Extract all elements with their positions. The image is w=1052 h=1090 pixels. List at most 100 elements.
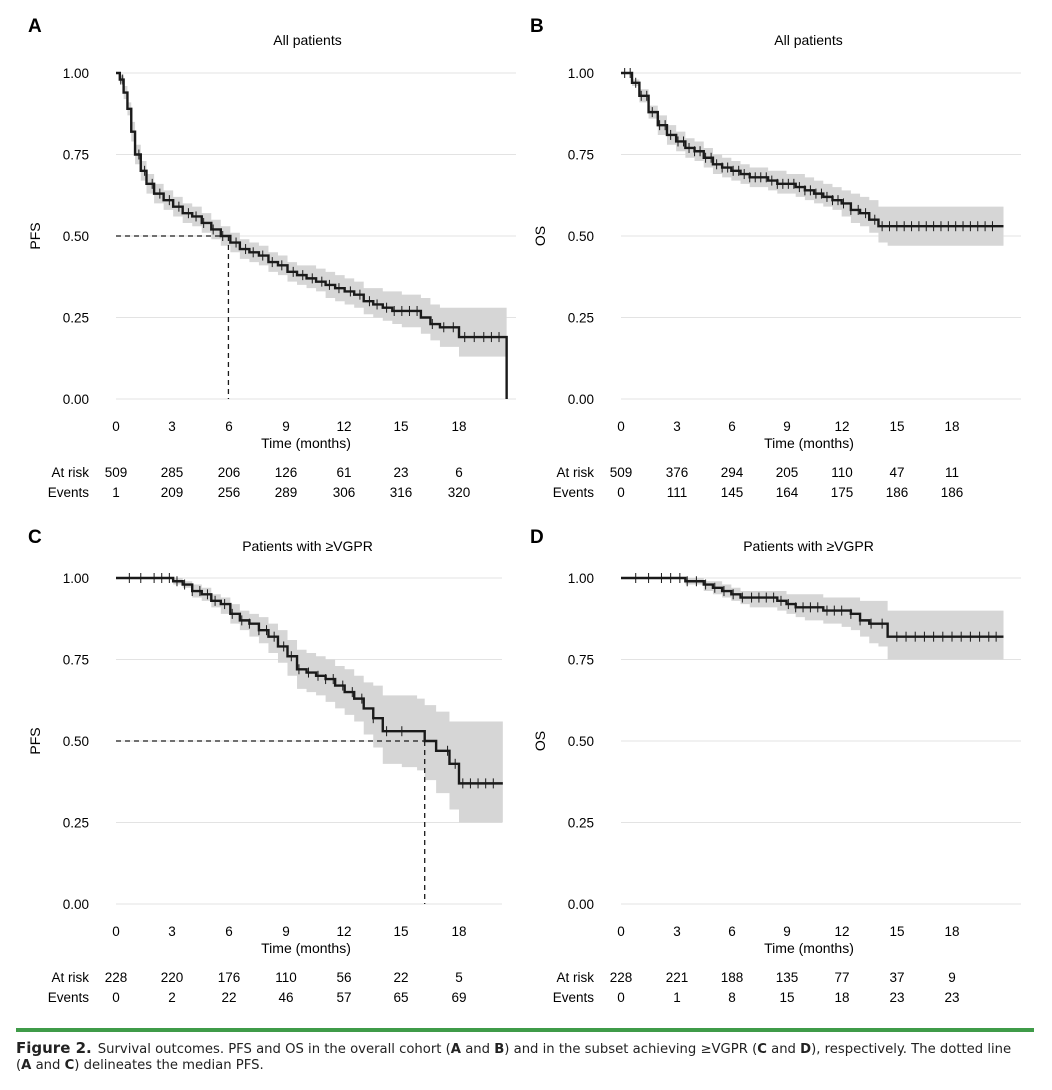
x-tick-label: 18 <box>944 419 959 434</box>
events-value: 2 <box>168 990 176 1005</box>
at-risk-value: 56 <box>336 970 351 985</box>
caption-text-5: ) delineates the median PFS. <box>74 1058 264 1073</box>
x-tick-label: 0 <box>617 924 625 939</box>
risk-table-label: At risk <box>51 465 89 480</box>
at-risk-value: 11 <box>945 465 959 480</box>
at-risk-value: 285 <box>161 465 184 480</box>
y-tick-label: 0.25 <box>568 816 594 831</box>
x-tick-label: 18 <box>451 924 466 939</box>
events-value: 57 <box>336 990 351 1005</box>
events-value: 1 <box>112 485 120 500</box>
caption-ref-a-2: A <box>21 1058 32 1073</box>
y-tick-label: 0.00 <box>568 897 594 912</box>
events-value: 320 <box>448 485 471 500</box>
panel-letter: A <box>28 16 42 37</box>
events-value: 145 <box>721 485 744 500</box>
caption-text-3: ), respectively. The dotted line <box>811 1042 1012 1057</box>
chart-title: All patients <box>774 32 842 48</box>
at-risk-value: 205 <box>776 465 799 480</box>
y-tick-label: 1.00 <box>63 66 89 81</box>
panel-b: B All patients 0.00 0.25 0.50 0.75 1.00 OS 0 3 6 9 1… <box>530 16 1021 500</box>
survival-curve <box>621 71 1004 228</box>
at-risk-value: 61 <box>336 465 351 480</box>
at-risk-value: 110 <box>275 970 297 985</box>
at-risk-value: 37 <box>889 970 904 985</box>
at-risk-value: 135 <box>776 970 799 985</box>
caption-ref-b: B <box>494 1042 505 1057</box>
x-tick-label: 12 <box>834 419 849 434</box>
x-tick-label: 15 <box>889 924 904 939</box>
x-tick-label: 9 <box>282 419 290 434</box>
confidence-band <box>621 73 1004 246</box>
at-risk-value: 509 <box>610 465 633 480</box>
x-tick-label: 15 <box>393 419 408 434</box>
at-risk-value: 509 <box>105 465 128 480</box>
y-tick-label: 0.75 <box>568 148 594 163</box>
y-tick-label: 0.50 <box>568 229 594 244</box>
y-tick-label: 0.50 <box>568 734 594 749</box>
at-risk-value: 228 <box>105 970 128 985</box>
y-tick-label: 0.00 <box>63 392 89 407</box>
x-tick-label: 9 <box>282 924 290 939</box>
x-tick-label: 3 <box>673 924 681 939</box>
y-axis-label: PFS <box>27 222 43 249</box>
survival-curve <box>116 576 503 785</box>
events-value: 186 <box>886 485 909 500</box>
events-table-label: Events <box>553 485 595 500</box>
panel-d: D Patients with ≥VGPR 0.00 0.25 0.50 0.75 1.00… <box>530 527 1021 1005</box>
events-value: 46 <box>278 990 293 1005</box>
y-axis-label: OS <box>532 731 548 751</box>
events-value: 1 <box>673 990 681 1005</box>
x-tick-label: 0 <box>617 419 625 434</box>
at-risk-value: 376 <box>666 465 689 480</box>
x-tick-label: 12 <box>336 924 351 939</box>
y-tick-label: 0.75 <box>568 653 594 668</box>
events-value: 15 <box>779 990 794 1005</box>
at-risk-value: 9 <box>948 970 956 985</box>
figure-caption: Figure 2. Survival outcomes. PFS and OS i… <box>16 1040 1036 1074</box>
x-tick-label: 6 <box>225 924 233 939</box>
x-tick-label: 3 <box>168 924 176 939</box>
events-table-label: Events <box>48 485 90 500</box>
events-value: 18 <box>834 990 849 1005</box>
x-tick-label: 12 <box>834 924 849 939</box>
at-risk-value: 110 <box>831 465 853 480</box>
x-axis-label: Time (months) <box>764 940 854 956</box>
risk-table-label: At risk <box>51 970 89 985</box>
risk-table-label: At risk <box>556 970 594 985</box>
caption-and-2: and <box>771 1042 796 1057</box>
y-tick-label: 0.25 <box>63 311 89 326</box>
y-tick-label: 1.00 <box>568 571 594 586</box>
events-value: 256 <box>218 485 241 500</box>
y-tick-label: 0.00 <box>63 897 89 912</box>
x-tick-label: 0 <box>112 419 120 434</box>
x-tick-label: 18 <box>451 419 466 434</box>
x-axis-label: Time (months) <box>764 435 854 451</box>
y-tick-label: 0.00 <box>568 392 594 407</box>
x-tick-label: 18 <box>944 924 959 939</box>
x-tick-label: 15 <box>889 419 904 434</box>
at-risk-value: 23 <box>393 465 408 480</box>
caption-and-1: and <box>465 1042 491 1057</box>
panel-letter: D <box>530 527 544 548</box>
panel-c: C Patients with ≥VGPR 0.00 0.25 0.50 0.75 1.00… <box>27 527 503 1005</box>
risk-table-label: At risk <box>556 465 594 480</box>
caption-text-4: ( <box>16 1058 22 1073</box>
x-tick-label: 9 <box>783 924 791 939</box>
events-value: 0 <box>617 485 625 500</box>
x-tick-label: 12 <box>336 419 351 434</box>
x-tick-label: 3 <box>673 419 681 434</box>
x-tick-label: 6 <box>225 419 233 434</box>
confidence-band <box>116 578 503 823</box>
y-tick-label: 0.50 <box>63 229 89 244</box>
x-tick-label: 0 <box>112 924 120 939</box>
caption-ref-a: A <box>450 1042 461 1057</box>
chart-title: Patients with ≥VGPR <box>242 538 373 554</box>
events-value: 23 <box>889 990 904 1005</box>
panel-letter: B <box>530 16 544 37</box>
chart-title: Patients with ≥VGPR <box>743 538 874 554</box>
at-risk-value: 294 <box>721 465 744 480</box>
at-risk-value: 77 <box>834 970 849 985</box>
x-axis-label: Time (months) <box>261 435 351 451</box>
at-risk-value: 228 <box>610 970 633 985</box>
